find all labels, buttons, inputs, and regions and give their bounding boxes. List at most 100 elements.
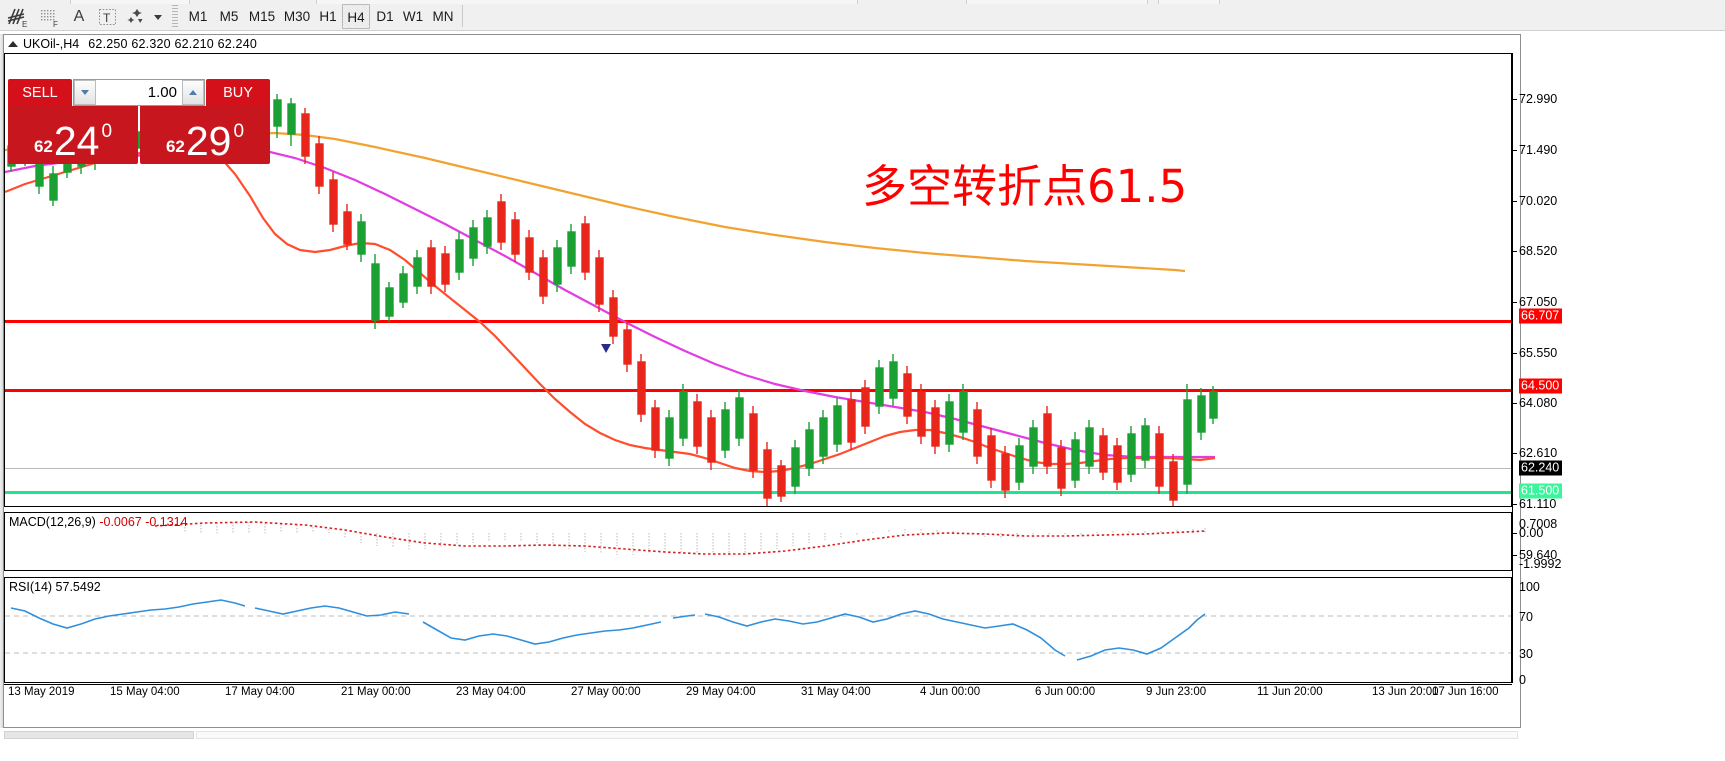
macd-values: -0.0067 -0.1314: [99, 515, 188, 529]
buy-price-main: 29: [185, 118, 232, 164]
chevron-down-icon[interactable]: [150, 4, 166, 30]
text-label-icon[interactable]: A: [73, 8, 85, 25]
toolbar-divider: [462, 5, 463, 27]
main-toolbar: E F A T: [0, 0, 1725, 31]
rsi-axis-label-70: 70: [1519, 610, 1533, 624]
macd-axis-label-zero: 0.00: [1519, 526, 1544, 540]
macd-axis-label-bottom: -1.9992: [1519, 557, 1562, 571]
horizontal-scrollbar-thumb[interactable]: [4, 731, 194, 739]
rsi-pane[interactable]: RSI(14) 57.5492: [4, 577, 1512, 683]
toolbar-seam: [70, 0, 190, 4]
macd-axis-labels: 0.7008 0.00 -1.9992: [1513, 512, 1723, 571]
toolbar-seam: [316, 0, 858, 4]
chart-ohlc-values: 62.250 62.320 62.210 62.240: [88, 36, 258, 51]
toolbar-seam: [966, 0, 1148, 4]
price-label: 68.520: [1519, 244, 1558, 258]
buy-button[interactable]: BUY: [206, 79, 270, 106]
level-line-66707[interactable]: [5, 320, 1511, 323]
price-tick: [1513, 504, 1517, 505]
volume-value[interactable]: 1.00: [96, 80, 182, 105]
tf-w1[interactable]: W1: [402, 9, 424, 24]
time-label: 17 Jun 16:00: [1432, 686, 1499, 698]
window-left-scroll-edge[interactable]: [0, 34, 3, 728]
macd-name: MACD(12,26,9): [9, 515, 96, 529]
price-label: 62.610: [1519, 446, 1558, 460]
macd-pane[interactable]: MACD(12,26,9) -0.0067 -0.1314: [4, 512, 1512, 571]
time-label: 11 Jun 20:00: [1257, 686, 1323, 698]
price-marker-64500[interactable]: 64.500: [1519, 378, 1563, 394]
price-tick: [1513, 251, 1517, 252]
toolbar-grip: [172, 5, 178, 27]
macd-plot: [154, 521, 1206, 555]
level-line-62240: [5, 468, 1511, 469]
price-label: 71.490: [1519, 143, 1558, 157]
grid-icon[interactable]: F: [36, 4, 66, 30]
one-click-trading-panel[interactable]: SELL 1.00 BUY 62 24 0 62 29 0: [8, 79, 270, 164]
price-label: 64.080: [1519, 396, 1558, 410]
templates-icon[interactable]: [124, 4, 150, 30]
volume-decrease-button[interactable]: [74, 80, 96, 105]
sell-price-display[interactable]: 62 24 0: [8, 106, 138, 164]
time-label: 21 May 00:00: [341, 686, 411, 698]
time-label: 13 Jun 20:00: [1372, 686, 1439, 698]
time-label: 4 Jun 00:00: [920, 686, 981, 698]
indicators-icon[interactable]: E: [4, 4, 34, 30]
price-label: 72.990: [1519, 92, 1558, 106]
price-pane[interactable]: [4, 53, 1512, 507]
price-marker-61500[interactable]: 61.500: [1519, 483, 1563, 499]
expand-triangle-icon[interactable]: [8, 40, 18, 47]
price-tick: [1513, 302, 1517, 303]
rsi-axis-label-0: 0: [1519, 673, 1526, 687]
tf-mn[interactable]: MN: [432, 9, 454, 24]
tf-m5[interactable]: M5: [219, 9, 239, 24]
rsi-axis-labels: 100 70 30 0: [1513, 577, 1723, 687]
sell-price-prefix: 62: [33, 137, 53, 156]
price-tick: [1513, 201, 1517, 202]
rsi-indicator-label: RSI(14) 57.5492: [9, 580, 101, 594]
svg-text:T: T: [103, 11, 111, 25]
volume-stepper[interactable]: 1.00: [73, 79, 205, 106]
time-label: 29 May 04:00: [686, 686, 756, 698]
price-tick: [1513, 99, 1517, 100]
horizontal-scrollbar-track[interactable]: [196, 731, 1518, 739]
chart-title-bar: UKOil-,H4 62.250 62.320 62.210 62.240: [4, 35, 1520, 52]
price-label: 65.550: [1519, 346, 1558, 360]
price-label: 59.640: [1519, 548, 1558, 562]
chart-window: UKOil-,H4 62.250 62.320 62.210 62.240: [0, 31, 1725, 761]
text-object-icon[interactable]: T: [94, 4, 122, 30]
time-label: 31 May 04:00: [801, 686, 871, 698]
macd-indicator-label: MACD(12,26,9) -0.0067 -0.1314: [9, 515, 188, 529]
time-label: 13 May 2019: [8, 686, 75, 698]
time-label: 9 Jun 23:00: [1146, 686, 1207, 698]
tf-h4[interactable]: H4: [342, 4, 370, 29]
level-line-61500[interactable]: [5, 491, 1511, 494]
time-axis[interactable]: 13 May 2019 15 May 04:00 17 May 04:00 21…: [4, 684, 1512, 707]
tf-m30[interactable]: M30: [283, 9, 311, 24]
tf-h1[interactable]: H1: [319, 9, 337, 24]
buy-price-display[interactable]: 62 29 0: [140, 106, 270, 164]
price-scale[interactable]: [1512, 53, 1522, 683]
volume-increase-button[interactable]: [182, 80, 204, 105]
tf-m1[interactable]: M1: [188, 9, 208, 24]
chart-text-annotation[interactable]: 多空转折点61.5: [862, 160, 1188, 213]
toolbar-upper-strip: [0, 0, 1725, 4]
trade-panel-quotes: 62 24 0 62 29 0: [8, 106, 270, 164]
trade-panel-top-row: SELL 1.00 BUY: [8, 79, 270, 106]
price-axis-labels: 72.990 71.490 70.020 68.520 67.050 66.70…: [1513, 53, 1723, 683]
price-tick: [1513, 403, 1517, 404]
chart-symbol-label: UKOil-,H4: [23, 36, 80, 51]
tf-d1[interactable]: D1: [376, 9, 394, 24]
buy-price-fraction: 0: [233, 121, 245, 142]
level-line-64500[interactable]: [5, 389, 1511, 392]
rsi-axis-label-100: 100: [1519, 580, 1540, 594]
price-marker-66707[interactable]: 66.707: [1519, 308, 1563, 324]
sell-price-fraction: 0: [101, 121, 113, 142]
time-label: 23 May 04:00: [456, 686, 526, 698]
sell-button[interactable]: SELL: [8, 79, 72, 106]
price-marker-current-62240[interactable]: 62.240: [1519, 460, 1563, 476]
chart-arrow-object: [601, 344, 611, 353]
price-label: 67.050: [1519, 295, 1558, 309]
time-label: 6 Jun 00:00: [1035, 686, 1096, 698]
tf-m15[interactable]: M15: [248, 9, 276, 24]
candlestick-series: [7, 92, 1218, 506]
